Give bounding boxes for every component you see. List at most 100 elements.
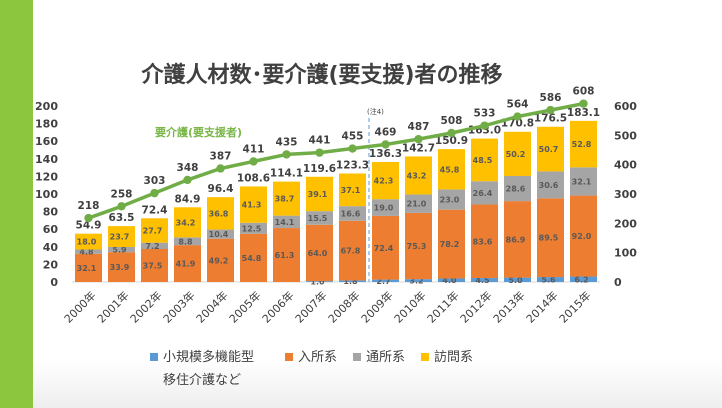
bar-segment-label: 48.5 [473,156,493,165]
right-axis-tick-label: 0 [614,276,622,289]
bar-segment [141,249,168,282]
bar-segment-label: 1.0 [310,278,325,287]
bar-total-label: 119.6 [303,163,336,175]
bar-segment-label: 64.0 [308,249,328,258]
x-axis: 2000年2001年2002年2003年2004年2005年2006年2007年… [61,281,600,326]
x-axis-tick-label: 2008年 [325,288,362,325]
x-axis-tick-label: 2003年 [160,288,197,325]
bar-segment [471,204,498,279]
bar-segment-label: 4.8 [79,248,94,257]
bar-total-label: 142.7 [402,142,435,154]
bar-segment-label: 75.3 [407,242,427,251]
bar-segment-label: 89.5 [539,234,559,243]
bar-segment [174,245,201,282]
bar-segment [339,173,366,207]
line-point-label: 455 [342,131,364,143]
left-axis-tick-label: 140 [35,153,58,166]
right-axis-tick-label: 500 [614,129,637,142]
bar-segment [108,246,135,253]
annotation-group: (注4) [367,107,384,282]
bar-segment-label: 14.1 [275,218,295,227]
x-axis-tick-label: 2002年 [127,288,164,325]
line-point-label: 303 [144,175,166,187]
bar-segment-label: 4.5 [475,276,490,285]
bar-total-label: 136.3 [369,148,402,160]
bar-segment [273,181,300,216]
x-axis-tick-label: 2000年 [61,288,98,325]
line-point [84,213,93,223]
bar-segment-label: 10.4 [209,230,229,239]
legend-item: 通所系 [353,346,405,365]
bar-segment-label: 4.0 [442,276,457,285]
bar-total-label: 63.5 [109,212,135,224]
bar-segment [570,276,597,282]
bar-total-label: 123.3 [336,159,369,171]
left-axis-tick-label: 100 [35,188,58,201]
x-axis-tick-label: 2013年 [490,288,527,325]
legend-item: 入所系 [285,346,337,365]
x-axis-tick-label: 2012年 [457,288,494,325]
bar-segment-label: 7.2 [145,242,159,251]
legend-label: 通所系 [366,350,406,365]
right-axis-tick-label: 400 [614,159,637,172]
bar-segment [537,126,564,172]
line-point-label: 564 [507,99,529,111]
left-axis: 0 20 40 60 80 100 120 140 160 180 200 [35,100,58,289]
bar-total-label: 150.9 [435,135,468,147]
bar-segment [141,242,168,249]
bar-segment-label: 32.1 [77,264,97,273]
line-point-label: 218 [78,200,100,212]
legend-swatch [353,352,361,361]
line-point [150,188,159,198]
bar-segment [339,206,366,221]
legend-swatch [150,352,158,361]
bar-segment-label: 1.8 [343,277,358,286]
bar-total-label: 54.9 [76,220,102,232]
left-axis-tick-label: 200 [35,100,58,113]
bar-segment [174,237,201,246]
left-axis-tick-label: 20 [43,258,59,271]
bar-segment-label: 18.0 [77,238,97,247]
bar-segment [174,207,201,238]
bar-segment-label: 37.1 [341,186,361,195]
bar-segment-label: 49.2 [209,256,229,265]
bar-segment-label: 28.6 [506,185,526,194]
bar-segment [504,201,531,278]
bar-segment-label: 23.0 [440,196,460,205]
bar-segment-label: 30.6 [539,181,559,190]
x-axis-tick-label: 2004年 [193,288,230,325]
bar-segment [504,277,531,282]
legend-item: 訪問系 [421,346,473,365]
line-point-label: 387 [210,150,232,162]
x-axis-tick-label: 2015年 [556,288,593,325]
bar-segment-label: 42.3 [374,177,394,186]
line-point [282,150,291,159]
x-axis-tick-label: 2009年 [358,288,395,325]
bar-segment [372,215,399,280]
bar-segment [306,224,333,282]
bar-segment-label: 72.4 [374,244,394,253]
right-axis-tick-label: 100 [614,247,637,260]
left-axis-tick-label: 120 [35,170,58,183]
bar-segment [240,233,267,282]
bar-segment [504,175,531,202]
bar-segment [372,199,399,216]
bar-segment [273,215,300,229]
line-point [480,121,489,130]
line-point [414,134,423,144]
bar-segment-label: 26.4 [473,189,493,198]
line-point [216,164,225,173]
legend-label: 入所系 [298,350,338,365]
line-point-label: 508 [441,115,463,127]
legend-item: 小規模多機能型 移住介護など [150,346,254,388]
bar-segment-label: 33.9 [110,263,130,272]
x-axis-tick-label: 2011年 [424,288,461,325]
line-point-label: 586 [540,92,562,104]
bar-segment-label: 19.0 [374,204,394,213]
bar-segment [537,171,564,199]
left-accent-band [0,0,33,408]
line-point [249,157,258,166]
line-point [447,128,456,138]
bar-segment [108,252,135,282]
